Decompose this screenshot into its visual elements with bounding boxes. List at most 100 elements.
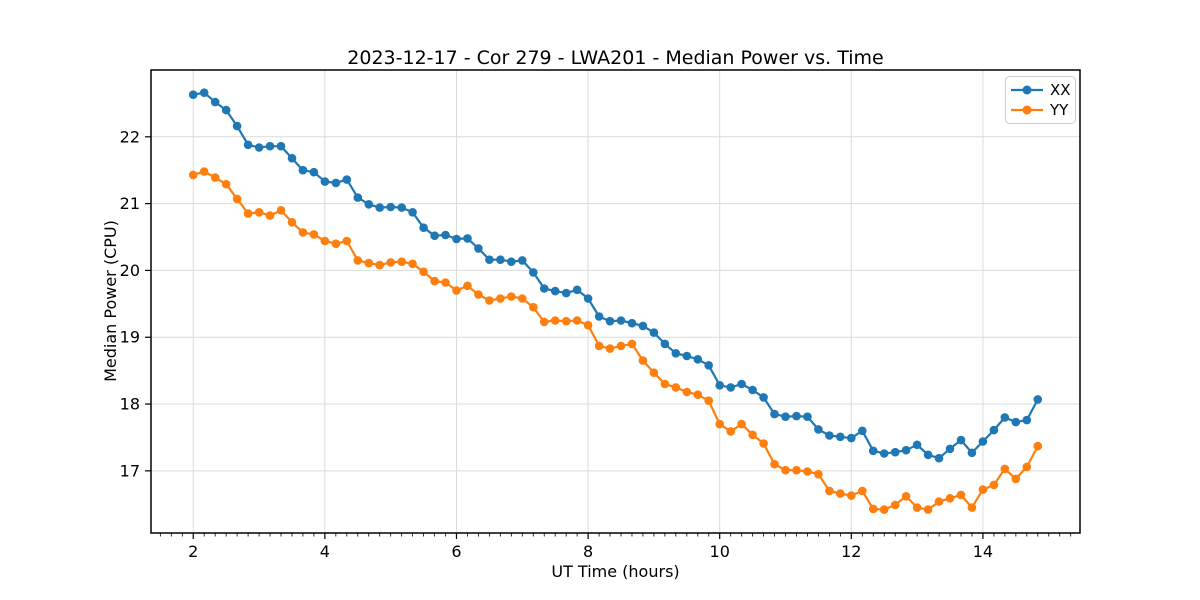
- data-point-xx: [956, 435, 966, 445]
- data-point-xx: [441, 230, 450, 240]
- data-point-yy: [254, 208, 264, 217]
- data-point-xx: [836, 432, 845, 442]
- data-point-xx: [868, 446, 878, 456]
- data-point-xx: [978, 437, 988, 446]
- data-point-yy: [210, 173, 220, 182]
- data-point-xx: [518, 256, 527, 265]
- data-point-xx: [627, 318, 637, 328]
- series-line-xx: [192, 91, 1039, 460]
- data-point-xx: [298, 165, 308, 175]
- data-point-xx: [649, 328, 659, 337]
- data-point-yy: [726, 427, 735, 436]
- data-point-yy: [814, 469, 823, 479]
- data-point-xx: [309, 167, 319, 177]
- data-point-xx: [583, 294, 593, 303]
- data-point-yy: [375, 260, 385, 270]
- data-point-yy: [474, 290, 483, 299]
- legend-label-xx: XX: [1050, 81, 1071, 99]
- data-point-yy: [715, 419, 724, 429]
- data-point-xx: [594, 312, 604, 321]
- y-tick-label: 18: [120, 395, 140, 414]
- data-point-yy: [989, 480, 999, 490]
- data-point-yy: [276, 206, 286, 215]
- data-point-xx: [561, 288, 571, 298]
- data-point-yy: [539, 317, 549, 327]
- data-point-xx: [901, 445, 911, 455]
- data-point-yy: [912, 503, 922, 512]
- data-point-yy: [298, 228, 308, 237]
- x-tick-label: 6: [451, 542, 461, 561]
- data-point-yy: [858, 486, 867, 496]
- data-point-yy: [770, 459, 779, 469]
- data-point-yy: [879, 505, 889, 514]
- data-point-yy: [704, 396, 713, 406]
- data-point-yy: [682, 387, 692, 397]
- data-point-yy: [452, 286, 461, 295]
- data-point-yy: [430, 276, 439, 286]
- data-point-yy: [967, 503, 977, 512]
- data-point-xx: [507, 257, 516, 267]
- plot-area: 2 4 6 8 10 12 14 17 18 19 20 21 22: [120, 69, 1081, 561]
- data-point-yy: [199, 167, 209, 176]
- data-point-xx: [188, 90, 198, 99]
- data-point-xx: [726, 383, 735, 392]
- x-tick-label: 14: [973, 542, 993, 561]
- data-point-xx: [759, 393, 768, 402]
- data-point-yy: [342, 236, 352, 246]
- data-point-xx: [934, 453, 944, 463]
- data-point-xx: [364, 200, 374, 209]
- data-point-yy: [1000, 464, 1010, 474]
- data-point-xx: [847, 433, 856, 443]
- data-point-xx: [682, 351, 692, 361]
- data-point-yy: [287, 218, 297, 227]
- legend-entry-yy: YY: [1011, 101, 1069, 119]
- chart-title: 2023-12-17 - Cor 279 - LWA201 - Median P…: [347, 47, 883, 69]
- series-line-yy: [192, 170, 1039, 511]
- data-point-yy: [616, 341, 626, 351]
- data-point-xx: [232, 121, 242, 131]
- x-axis-label: UT Time (hours): [551, 562, 679, 581]
- data-point-xx: [452, 234, 461, 244]
- data-point-yy: [309, 230, 319, 239]
- data-point-yy: [1022, 462, 1032, 472]
- data-point-xx: [320, 177, 330, 186]
- data-point-yy: [1033, 441, 1043, 451]
- data-point-yy: [529, 302, 538, 312]
- y-axis-label: Median Power (CPU): [101, 220, 120, 382]
- data-point-yy: [561, 316, 571, 326]
- data-point-xx: [605, 316, 615, 326]
- legend: XX YY: [1005, 76, 1076, 124]
- data-point-xx: [199, 88, 209, 97]
- data-point-yy: [397, 257, 407, 267]
- data-point-yy: [945, 494, 955, 503]
- data-point-xx: [287, 153, 297, 163]
- data-point-xx: [825, 431, 834, 440]
- x-tick-label: 4: [320, 542, 330, 561]
- data-point-xx: [572, 285, 582, 295]
- data-point-yy: [265, 211, 275, 220]
- data-point-xx: [221, 105, 231, 115]
- data-point-yy: [956, 490, 966, 500]
- data-point-xx: [660, 339, 670, 349]
- data-point-yy: [243, 209, 253, 218]
- data-point-yy: [583, 320, 593, 330]
- data-point-yy: [693, 390, 703, 400]
- data-point-xx: [737, 379, 746, 389]
- data-point-xx: [375, 203, 385, 212]
- data-point-yy: [419, 267, 428, 277]
- data-point-yy: [221, 179, 231, 189]
- x-tick-label: 12: [841, 542, 861, 561]
- data-point-xx: [781, 412, 790, 422]
- data-point-xx: [342, 175, 352, 184]
- data-point-yy: [594, 341, 604, 351]
- x-tick-label: 10: [710, 542, 730, 561]
- data-point-xx: [276, 141, 286, 151]
- legend-label-yy: YY: [1049, 101, 1069, 119]
- data-point-yy: [781, 465, 790, 475]
- data-point-xx: [254, 143, 264, 152]
- data-point-yy: [463, 281, 472, 291]
- data-point-xx: [803, 412, 812, 422]
- legend-entry-xx: XX: [1011, 81, 1071, 99]
